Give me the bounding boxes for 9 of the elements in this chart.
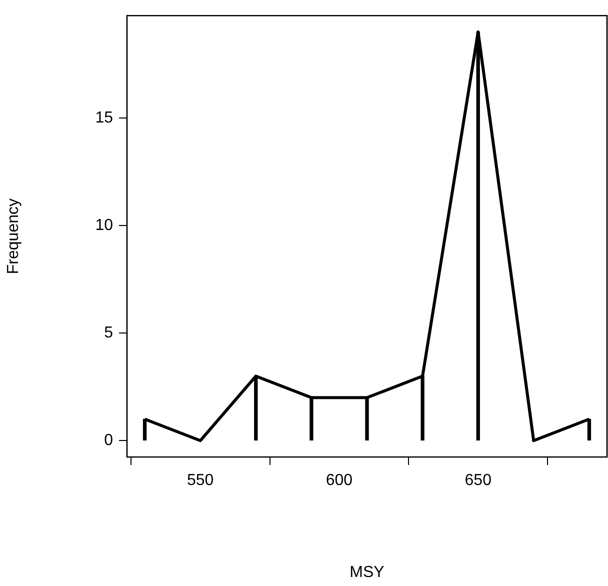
y-tick-label: 10 (95, 216, 114, 234)
x-tick-label: 550 (186, 472, 214, 490)
y-tick-label: 5 (104, 324, 114, 342)
y-axis-title: Frequency (5, 198, 22, 274)
x-tick-label: 600 (326, 472, 353, 490)
x-axis-title: MSY (350, 564, 385, 581)
y-tick-label: 15 (95, 109, 114, 126)
x-tick-label: 650 (464, 472, 492, 490)
y-tick-label: 0 (104, 432, 114, 450)
